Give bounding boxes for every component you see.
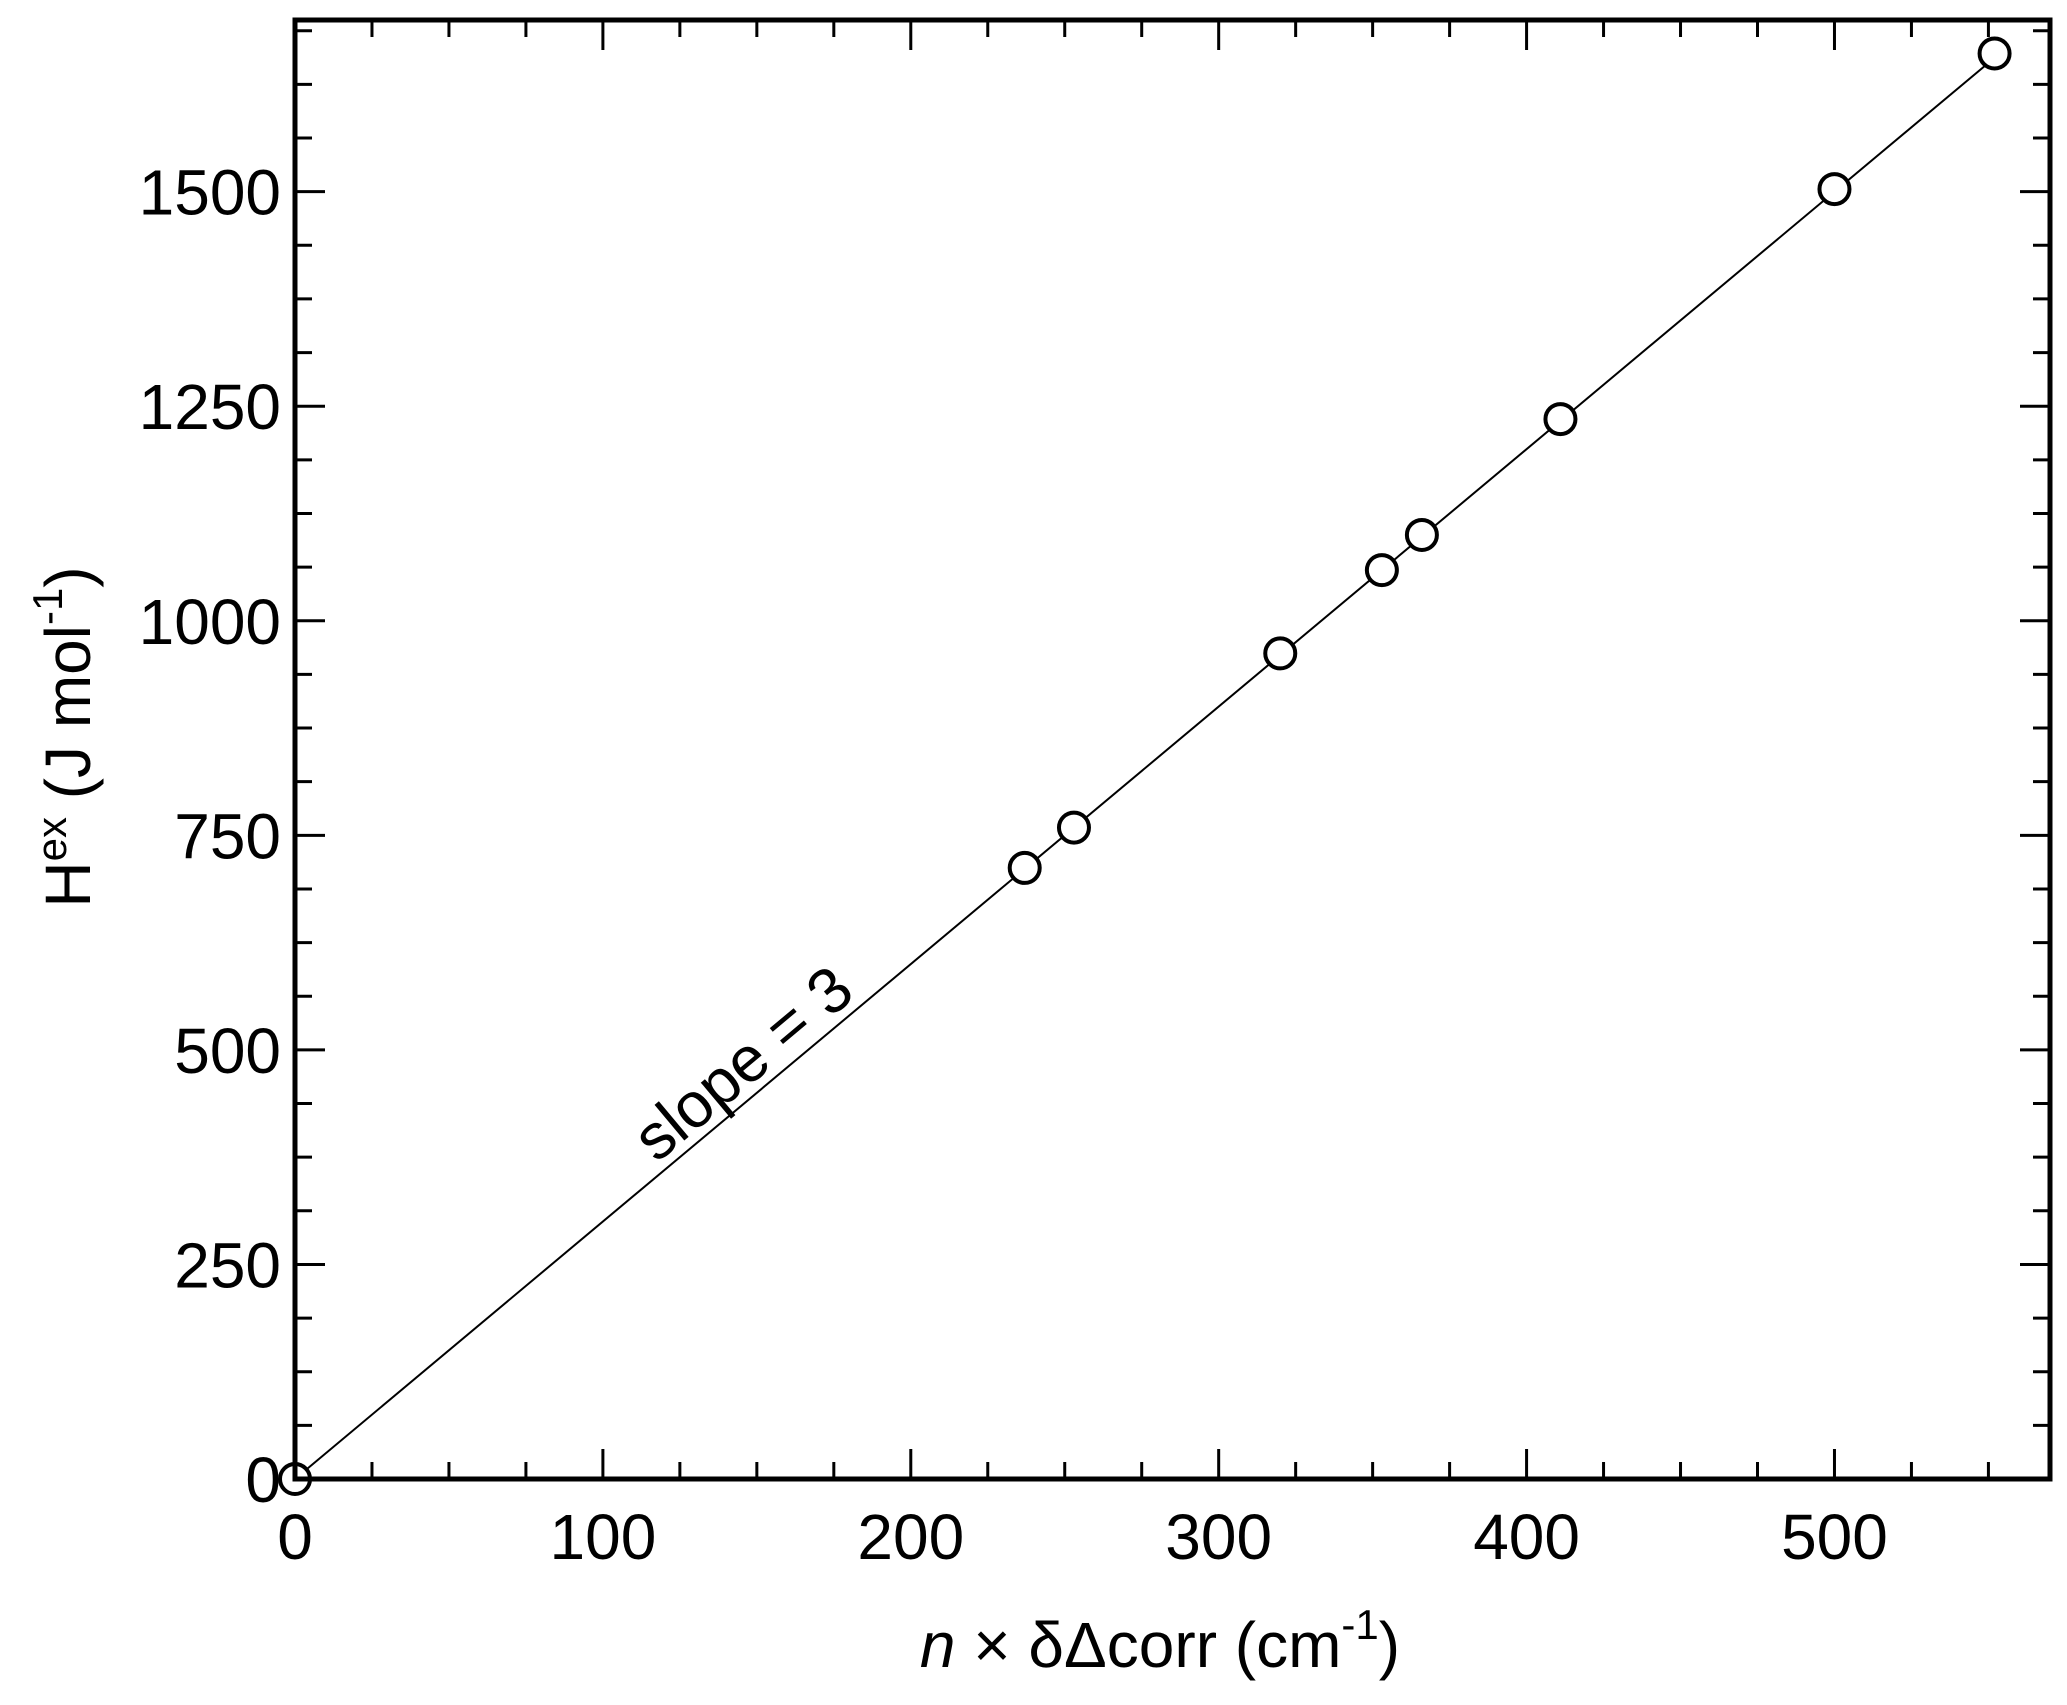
y-tick-label: 0 — [245, 1444, 281, 1516]
y-tick-label: 1250 — [139, 371, 281, 443]
x-tick-labels: 0 100 200 300 400 500 — [277, 1501, 1888, 1573]
y-axis-label-sup: ex — [28, 817, 75, 861]
y-axis-label: Hex (J mol-1) — [24, 566, 104, 907]
x-tick-label: 500 — [1781, 1501, 1888, 1573]
y-tick-label: 250 — [174, 1229, 281, 1301]
slope-annotation: slope = 3 — [619, 952, 866, 1175]
y-tick-labels: 0 250 500 750 1000 1250 1500 — [139, 157, 281, 1516]
data-point — [1819, 174, 1849, 204]
x-tick-label: 100 — [550, 1501, 657, 1573]
data-point — [1059, 813, 1089, 843]
y-axis-label-close: ) — [32, 566, 104, 587]
x-axis-label-sup: -1 — [1341, 1601, 1378, 1648]
fit-line — [295, 47, 2007, 1479]
data-point — [1980, 38, 2010, 68]
x-tick-label: 0 — [277, 1501, 313, 1573]
data-point — [1545, 404, 1575, 434]
x-axis-label-close: ) — [1379, 1609, 1400, 1681]
x-tick-label: 200 — [857, 1501, 964, 1573]
data-point — [1407, 520, 1437, 550]
x-axis-label-text: × δΔcorr (cm — [955, 1609, 1341, 1681]
x-tick-label: 400 — [1473, 1501, 1580, 1573]
y-axis-label-sup2: -1 — [24, 588, 71, 625]
x-tick-label: 300 — [1165, 1501, 1272, 1573]
y-tick-label: 1500 — [139, 157, 281, 229]
data-point — [1265, 638, 1295, 668]
y-tick-label: 1000 — [139, 586, 281, 658]
data-point — [1010, 853, 1040, 883]
x-axis-label: n × δΔcorr (cm-1) — [920, 1601, 1400, 1681]
y-tick-label: 500 — [174, 1015, 281, 1087]
x-axis-label-italic: n — [920, 1609, 956, 1681]
y-axis-label-main: H — [32, 861, 104, 907]
y-tick-label: 750 — [174, 800, 281, 872]
y-axis-label-text: (J mol — [32, 625, 104, 817]
data-point — [1367, 555, 1397, 585]
